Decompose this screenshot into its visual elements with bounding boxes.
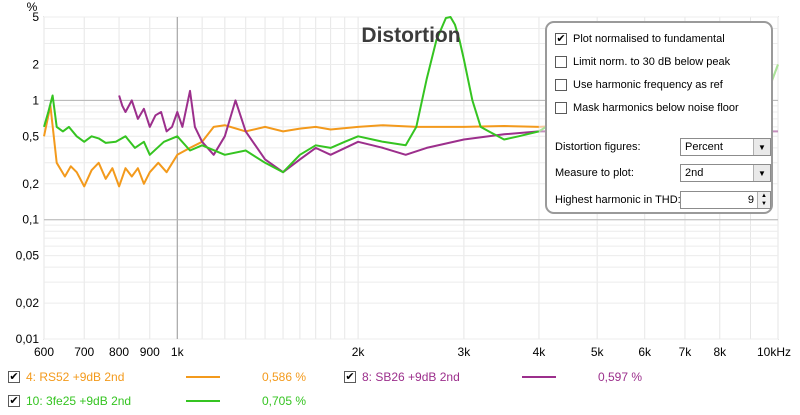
axis-ticks: 600 700 800 900 1k 2k 3k 4k 5k 6k 7k 8k 10kHz 5 2 1 0,5 0… <box>16 10 791 359</box>
measure-to-plot-value: 2nd <box>685 167 704 179</box>
x-tick-label: 4k <box>533 345 547 359</box>
limit-norm-option[interactable]: Limit norm. to 30 dB below peak <box>555 54 730 70</box>
legend-value-3fe25: 0,705 % <box>262 394 307 408</box>
highest-harmonic-label: Highest harmonic in THD: <box>555 194 681 206</box>
x-tick-label: 2k <box>352 345 366 359</box>
measure-to-plot-label: Measure to plot: <box>555 167 634 179</box>
plot-normalised-option[interactable]: ✔ Plot normalised to fundamental <box>555 31 725 47</box>
legend-swatch-rs52 <box>186 376 220 378</box>
y-tick-label: 0,5 <box>22 129 39 143</box>
mask-harmonics-option[interactable]: Mask harmonics below noise floor <box>555 100 739 116</box>
y-tick-label: 0,02 <box>16 296 40 310</box>
distortion-figures-select[interactable]: Percent ▼ <box>680 138 771 156</box>
legend-label-rs52: 4: RS52 +9dB 2nd <box>26 370 125 384</box>
y-tick-label: 0,05 <box>16 249 40 263</box>
use-harmonic-freq-label: Use harmonic frequency as ref <box>573 79 723 91</box>
checkmark-icon: ✔ <box>9 394 19 407</box>
y-tick-label: 0,01 <box>16 332 40 346</box>
series-line-0 <box>43 104 539 188</box>
use-harmonic-freq-checkbox[interactable] <box>555 79 567 91</box>
use-harmonic-freq-option[interactable]: Use harmonic frequency as ref <box>555 77 723 93</box>
y-tick-label: 5 <box>32 10 39 24</box>
legend-checkbox-sb26[interactable]: ✔ <box>344 371 356 383</box>
x-tick-label: 5k <box>591 345 605 359</box>
x-tick-label: 600 <box>34 345 54 359</box>
chevron-down-icon[interactable]: ▼ <box>753 139 770 155</box>
plot-normalised-checkbox[interactable]: ✔ <box>555 33 567 45</box>
distortion-figures-label: Distortion figures: <box>555 141 641 153</box>
legend-value-rs52: 0,586 % <box>262 370 307 384</box>
legend-item-rs52: ✔ 4: RS52 +9dB 2nd 0,586 % <box>8 369 338 385</box>
y-tick-label: 2 <box>32 57 39 71</box>
x-tick-label: 700 <box>74 345 94 359</box>
chevron-down-icon[interactable]: ▼ <box>753 165 770 181</box>
limit-norm-label: Limit norm. to 30 dB below peak <box>573 56 731 68</box>
limit-norm-checkbox[interactable] <box>555 56 567 68</box>
x-tick-label: 800 <box>109 345 129 359</box>
legend-swatch-3fe25 <box>186 400 220 402</box>
distortion-figures-value: Percent <box>685 141 723 153</box>
y-tick-label: 0,1 <box>22 213 39 227</box>
y-tick-label: 0,2 <box>22 177 39 191</box>
y-axis-unit: % <box>27 0 38 14</box>
legend-item-3fe25: ✔ 10: 3fe25 +9dB 2nd 0,705 % <box>8 393 338 409</box>
chart-title: Distortion <box>361 24 460 47</box>
legend-label-3fe25: 10: 3fe25 +9dB 2nd <box>26 394 132 408</box>
measure-to-plot-select[interactable]: 2nd ▼ <box>680 164 771 182</box>
y-tick-label: 1 <box>32 93 39 107</box>
x-tick-label: 3k <box>458 345 472 359</box>
x-tick-label: 10kHz <box>757 345 791 359</box>
spin-up-icon[interactable]: ▲ <box>761 193 767 199</box>
checkmark-icon: ✔ <box>9 370 19 383</box>
mask-harmonics-label: Mask harmonics below noise floor <box>573 102 739 114</box>
x-tick-label: 6k <box>638 345 652 359</box>
plot-normalised-label: Plot normalised to fundamental <box>573 33 725 45</box>
checkmark-icon: ✔ <box>556 32 566 45</box>
legend-value-sb26: 0,597 % <box>598 370 643 384</box>
x-tick-label: 8k <box>713 345 727 359</box>
highest-harmonic-value: 9 <box>747 194 754 206</box>
legend-checkbox-3fe25[interactable]: ✔ <box>8 395 20 407</box>
legend-checkbox-rs52[interactable]: ✔ <box>8 371 20 383</box>
checkmark-icon: ✔ <box>345 370 355 383</box>
legend-item-sb26: ✔ 8: SB26 +9dB 2nd 0,597 % <box>344 369 664 385</box>
legend-swatch-sb26 <box>522 376 556 378</box>
x-tick-label: 1k <box>171 345 185 359</box>
settings-panel: ✔ Plot normalised to fundamental Limit n… <box>545 21 773 214</box>
x-tick-label: 900 <box>140 345 160 359</box>
legend-label-sb26: 8: SB26 +9dB 2nd <box>362 370 460 384</box>
series-line-4 <box>43 16 540 174</box>
highest-harmonic-spinner[interactable]: 9 ▲ ▼ <box>680 191 771 209</box>
mask-harmonics-checkbox[interactable] <box>555 102 567 114</box>
spin-down-icon[interactable]: ▼ <box>761 201 767 207</box>
x-tick-label: 7k <box>679 345 693 359</box>
